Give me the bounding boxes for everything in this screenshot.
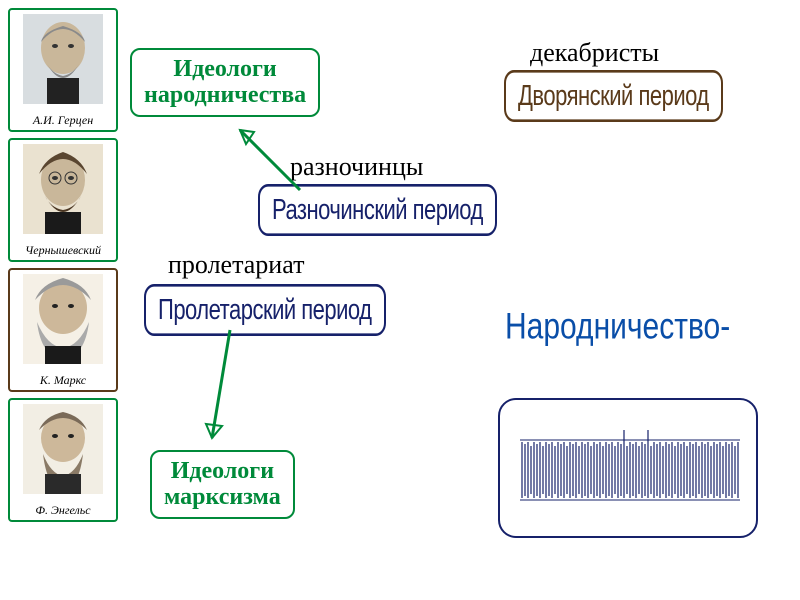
box-dvoryanskiy: Дворянский период	[504, 70, 723, 122]
box-raznochinskiy: Разночинский период	[258, 184, 497, 236]
portrait-column: А.И. Герцен Чернышевский К. Маркс	[8, 8, 118, 528]
box-narodnichestvo-l2: народничества	[144, 82, 306, 108]
portrait-herzen: А.И. Герцен	[8, 8, 118, 132]
portrait-chernyshevsky-icon	[23, 144, 103, 234]
label-raznochintsy: разночинцы	[290, 152, 423, 182]
label-dekabristy: декабристы	[530, 38, 659, 68]
box-marxism-l2: марксизма	[164, 484, 281, 510]
portrait-marx-icon	[23, 274, 103, 364]
portrait-engels: Ф. Энгельс	[8, 398, 118, 522]
portrait-engels-icon	[23, 404, 103, 494]
info-box-content-icon	[500, 400, 758, 538]
box-proletarskiy-text: Пролетарский период	[158, 293, 372, 326]
portrait-herzen-caption: А.И. Герцен	[12, 113, 114, 128]
box-raznochinskiy-text: Разночинский период	[272, 193, 483, 225]
box-dvoryanskiy-text: Дворянский период	[518, 79, 709, 112]
box-narodnichestvo-ideologists: Идеологи народничества	[130, 48, 320, 117]
box-marxism-l1: Идеологи	[171, 458, 274, 484]
portrait-chernyshevsky-caption: Чернышевский	[12, 243, 114, 258]
portrait-herzen-icon	[23, 14, 103, 104]
label-narodnichestvo-hdr: Народничество-	[505, 306, 730, 349]
info-box	[498, 398, 758, 538]
portrait-chernyshevsky: Чернышевский	[8, 138, 118, 262]
portrait-marx-caption: К. Маркс	[12, 373, 114, 388]
box-narodnichestvo-l1: Идеологи	[173, 56, 276, 82]
box-marxism-ideologists: Идеологи марксизма	[150, 450, 295, 519]
portrait-marx: К. Маркс	[8, 268, 118, 392]
box-proletarskiy: Пролетарский период	[144, 284, 386, 336]
label-proletariat: пролетариат	[168, 250, 304, 280]
portrait-engels-caption: Ф. Энгельс	[12, 503, 114, 518]
